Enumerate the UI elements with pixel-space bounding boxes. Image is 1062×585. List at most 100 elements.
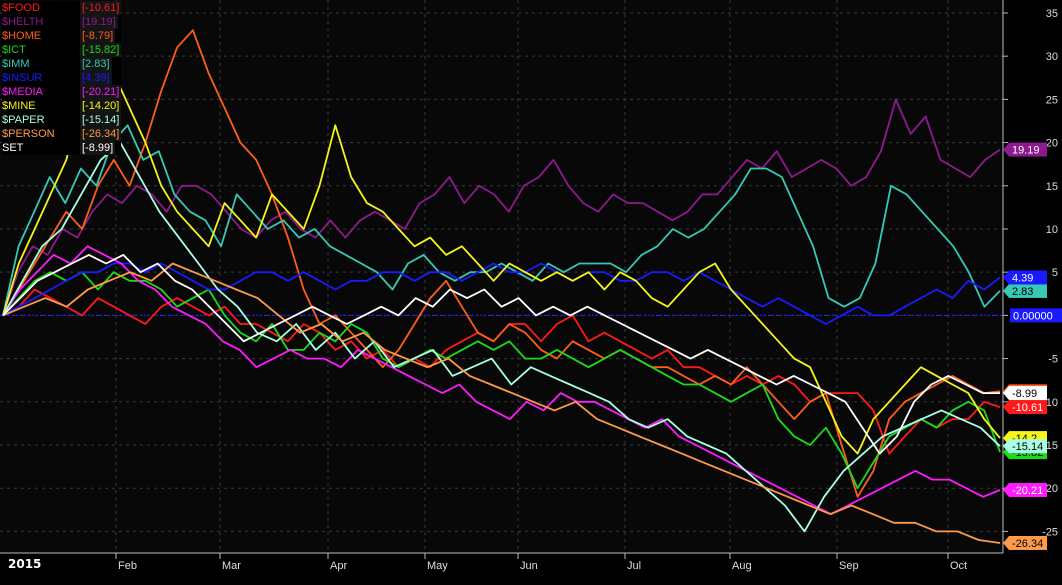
value-tag-pointer [1003, 439, 1009, 454]
value-tag-box [1009, 142, 1047, 157]
legend-item-name: $HOME [2, 30, 42, 42]
value-tag-box [1009, 535, 1047, 550]
legend-item-value: [4.39] [80, 71, 112, 85]
legend-item-value: [-20.21] [80, 85, 122, 99]
x-tick-label: Apr [330, 560, 347, 572]
legend-item-name: $INSUR [2, 72, 43, 84]
value-tag-imm: 2.83 [1003, 283, 1047, 298]
series-line-ict [2, 271, 1001, 490]
y-tick-label: -5 [1048, 354, 1058, 366]
legend-item-home: $HOME [-8.79] [2, 29, 121, 43]
value-tag-label: -10.61 [1012, 402, 1043, 414]
value-tag-insur: 4.39 [1003, 270, 1047, 285]
legend-item-name: $FOOD [2, 2, 40, 14]
legend-item-media: $MEDIA [-20.21] [2, 85, 122, 99]
value-tag-label: -20.21 [1012, 485, 1043, 497]
legend-item-value: [19.19] [80, 15, 118, 29]
legend-item-value: [-8.99] [80, 141, 116, 155]
legend-item-value: [-8.79] [80, 29, 116, 43]
value-tag-box [1009, 439, 1047, 454]
legend-item-value: [-14.20] [80, 99, 122, 113]
legend-item-name: $HELTH [2, 16, 44, 28]
y-tick-label: 5 [1052, 267, 1058, 279]
value-tag-helth: 19.19 [1003, 142, 1047, 157]
value-tag-pointer [1003, 535, 1009, 550]
value-tag-pointer [1003, 142, 1009, 157]
legend-item-value: [-26.34] [80, 127, 122, 141]
y-tick-label: 10 [1046, 224, 1058, 236]
legend-item-mine: $MINE [-14.20] [2, 99, 122, 113]
legend-item-food: $FOOD [-10.61] [2, 1, 122, 15]
value-tag-label: 2.83 [1012, 286, 1033, 298]
x-axis-ticks: Feb Mar Apr May Jun Jul Aug Sep Oct [115, 553, 967, 572]
x-axis-year-label: 2015 [8, 557, 41, 571]
x-tick-label: Jun [520, 560, 538, 572]
legend-item-set: SET [-8.99] [2, 141, 121, 155]
plot-area [0, 0, 1003, 553]
legend-item-name: $ICT [2, 44, 26, 56]
value-tag-person: -26.34 [1003, 535, 1047, 550]
zero-value-tag: 0.00000 [1010, 308, 1062, 323]
legend-item-name: $PAPER [2, 114, 45, 126]
x-tick-label: May [427, 560, 448, 572]
series-line-helth [2, 98, 1001, 316]
zero-value-tag-box [1010, 308, 1062, 323]
legend-item-value: [2.83] [80, 57, 112, 71]
series-line-paper [2, 141, 1001, 533]
y-tick-label: 30 [1046, 51, 1058, 63]
value-tag-label: -26.34 [1012, 538, 1043, 550]
legend-item-value: [-10.61] [80, 1, 122, 15]
value-tag-media: -20.21 [1003, 483, 1047, 498]
legend-item-name: $MINE [2, 100, 36, 112]
legend-item-name: $MEDIA [2, 86, 43, 98]
value-tag-pointer [1003, 400, 1009, 415]
value-tag-pointer [1003, 270, 1009, 285]
legend-item-helth: $HELTH [19.19] [2, 15, 121, 29]
value-tag-box [1009, 400, 1047, 415]
series-lines [2, 29, 1001, 544]
legend-item-value: [-15.14] [80, 113, 122, 127]
x-tick-label: Oct [950, 560, 967, 572]
y-tick-label: -25 [1042, 526, 1058, 538]
x-tick-label: Sep [839, 560, 859, 572]
grid [0, 0, 1003, 553]
legend-item-paper: $PAPER [-15.14] [2, 113, 122, 127]
x-tick-label: Mar [222, 560, 241, 572]
value-tag-paper: -15.14 [1003, 439, 1047, 454]
value-tag-label: 4.39 [1012, 272, 1033, 284]
value-tag-pointer [1003, 386, 1009, 401]
series-line-person [2, 262, 1001, 544]
x-tick-label: Feb [118, 560, 137, 572]
legend-item-imm: $IMM [2.83] [2, 57, 121, 71]
zero-value-tag-label: 0.00000 [1013, 310, 1053, 322]
value-tag-pointer [1003, 283, 1009, 298]
series-line-mine [2, 38, 1001, 455]
value-tag-set: -8.99 [1003, 386, 1047, 401]
y-tick-label: 25 [1046, 94, 1058, 106]
legend-item-ict: $ICT [-15.82] [2, 43, 122, 57]
legend-item-value: [-15.82] [80, 43, 122, 57]
value-tag-box [1009, 283, 1047, 298]
value-tag-label: -15.14 [1012, 441, 1043, 453]
legend-item-name: $PERSON [2, 128, 55, 140]
x-tick-label: Jul [627, 560, 641, 572]
legend-item-name: $IMM [2, 58, 30, 70]
value-tag-pointer [1003, 483, 1009, 498]
value-tag-box [1009, 270, 1047, 285]
series-line-insur [2, 262, 1001, 325]
series-line-set [2, 253, 1000, 455]
value-tags: 0.00000 -10.6119.19-8.79-15.822.834.39-2… [1003, 142, 1062, 550]
y-tick-label: 15 [1046, 181, 1058, 193]
value-tag-box [1009, 483, 1047, 498]
value-tag-box [1009, 386, 1047, 401]
axes: 2015 [0, 0, 1004, 571]
value-tag-label: 19.19 [1012, 145, 1040, 157]
legend: $FOOD [-10.61] $HELTH [19.19] $HOME [-8.79] $I… [2, 1, 122, 155]
y-tick-label: 35 [1046, 8, 1058, 20]
value-tag-food: -10.61 [1003, 400, 1047, 415]
x-tick-label: Aug [732, 560, 752, 572]
legend-item-person: $PERSON [-26.34] [2, 127, 122, 141]
y-tick-label: 20 [1046, 138, 1058, 150]
legend-item-insur: $INSUR [4.39] [2, 71, 121, 85]
